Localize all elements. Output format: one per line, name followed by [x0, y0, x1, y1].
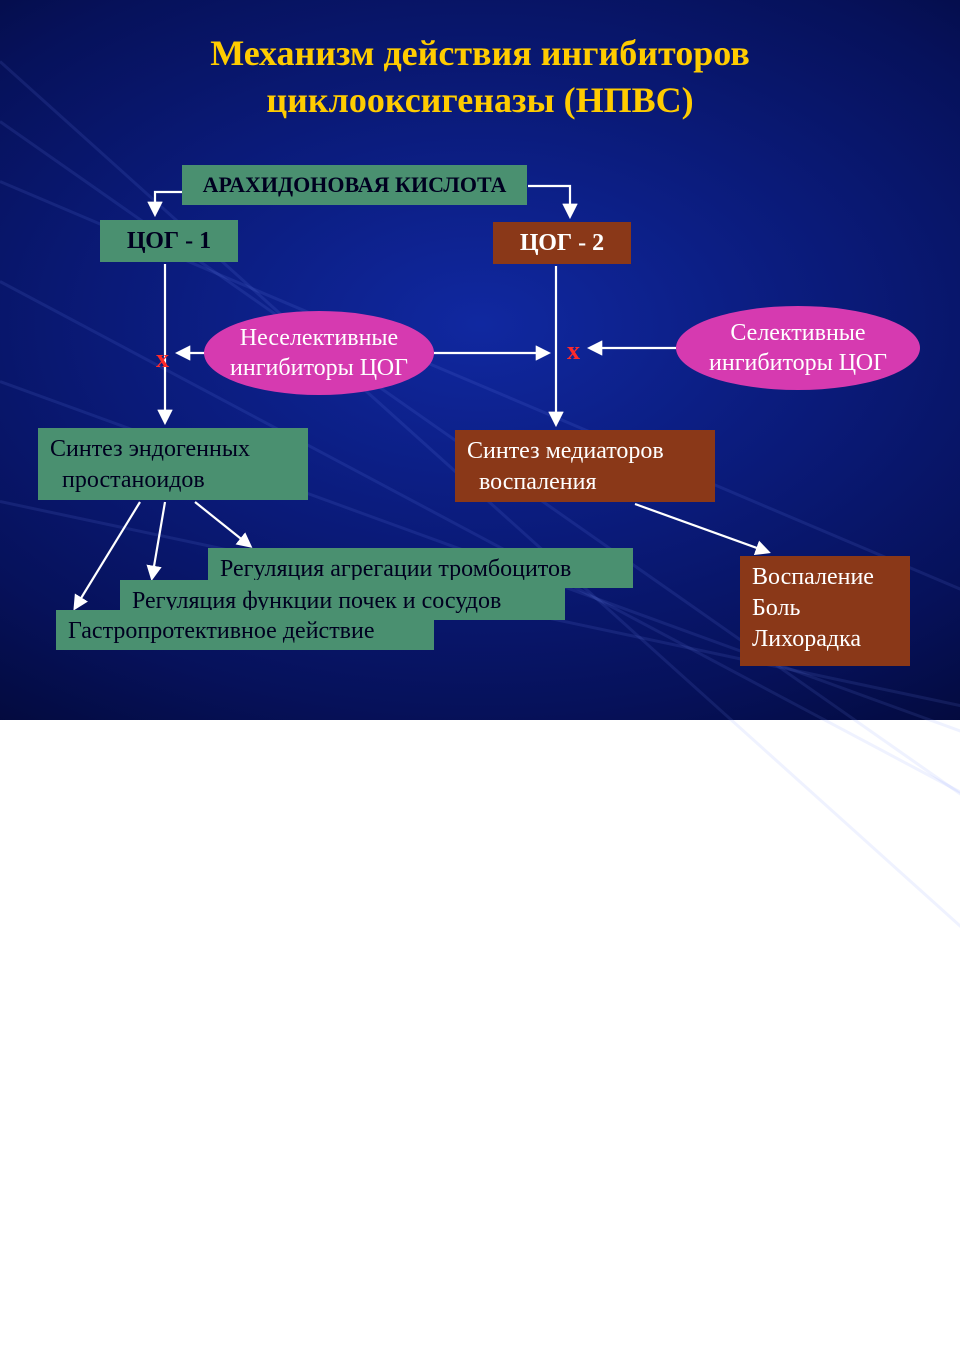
node-label-line: Боль — [752, 595, 800, 621]
node-label-line: воспаления — [479, 469, 596, 495]
node-selective-inhibitors: Селективные ингибиторы ЦОГ — [676, 306, 920, 390]
node-endogenous-synthesis: Синтез эндогенных простаноидов — [38, 428, 308, 500]
node-label: ЦОГ - 2 — [520, 230, 604, 256]
inhibition-mark-2: х — [567, 336, 580, 366]
node-label: Гастропротективное действие — [68, 618, 375, 644]
node-label-line: ингибиторы ЦОГ — [230, 355, 408, 381]
node-label-line: Синтез медиаторов — [467, 438, 664, 464]
node-label-line: Воспаление — [752, 564, 874, 590]
title-line-2: циклооксигеназы (НПВС) — [266, 80, 693, 120]
node-label-line: Селективные — [730, 320, 865, 346]
title-line-1: Механизм действия ингибиторов — [210, 33, 750, 73]
node-label: ЦОГ - 1 — [127, 228, 211, 254]
node-label-line: Синтез эндогенных — [50, 436, 250, 462]
node-label-line: ингибиторы ЦОГ — [709, 350, 887, 376]
slide-title: Механизм действия ингибиторов циклооксиг… — [0, 30, 960, 124]
node-label: АРАХИДОНОВАЯ КИСЛОТА — [203, 172, 507, 197]
x-char: х — [567, 336, 580, 365]
node-inflammation-pain-fever: Воспаление Боль Лихорадка — [740, 556, 910, 666]
x-char: х — [156, 344, 169, 373]
node-cox2: ЦОГ - 2 — [493, 222, 631, 264]
inhibition-mark-1: х — [156, 344, 169, 374]
node-nonselective-inhibitors: Неселективные ингибиторы ЦОГ — [204, 311, 434, 395]
node-arachidonic-acid: АРАХИДОНОВАЯ КИСЛОТА — [182, 165, 527, 205]
node-label-line: простаноидов — [62, 467, 205, 493]
node-gastroprotective: Гастропротективное действие — [56, 610, 434, 650]
node-label-line: Неселективные — [240, 325, 398, 351]
node-mediator-synthesis: Синтез медиаторов воспаления — [455, 430, 715, 502]
node-label-line: Лихорадка — [752, 626, 861, 652]
node-label: Регуляция агрегации тромбоцитов — [220, 556, 571, 582]
node-cox1: ЦОГ - 1 — [100, 220, 238, 262]
